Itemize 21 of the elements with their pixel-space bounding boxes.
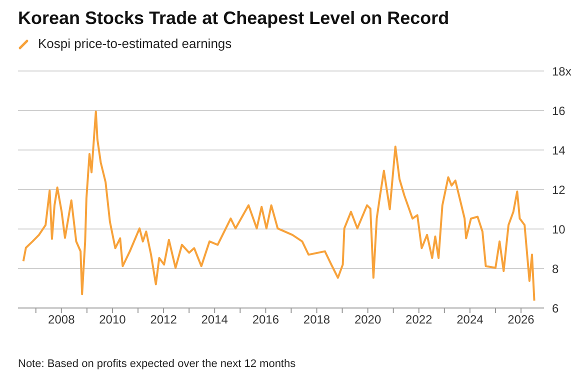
x-tick-label: 2014 xyxy=(201,312,228,327)
y-tick-label: 14 xyxy=(552,143,566,158)
x-tick-label: 2010 xyxy=(99,312,126,327)
x-tick-label: 2026 xyxy=(508,312,535,327)
x-tick-label: 2008 xyxy=(48,312,76,327)
x-tick-label: 2012 xyxy=(150,312,178,327)
line-series xyxy=(22,110,536,302)
y-tick-label: 16 xyxy=(552,104,566,118)
text: Note: Based on profits expected over the next 12 months xyxy=(18,358,296,370)
legend-label: Kospi price-to-estimated earnings xyxy=(38,36,232,51)
y-tick-label: 6 xyxy=(552,301,559,316)
x-tick-label: 2016 xyxy=(252,312,280,327)
y-tick-label: 8 xyxy=(552,262,559,276)
x-tick-label: 2018 xyxy=(303,312,330,327)
y-tick-label: 12 xyxy=(552,182,566,197)
y-tick-label: 10 xyxy=(552,222,566,236)
x-tick-label: 2022 xyxy=(406,312,433,327)
x-tick-label: 2020 xyxy=(354,312,382,327)
x-tick-label: 2024 xyxy=(456,312,484,327)
chart-title: Korean Stocks Trade at Cheapest Level on Record xyxy=(18,8,450,28)
y-tick-label: 18x xyxy=(552,64,572,78)
